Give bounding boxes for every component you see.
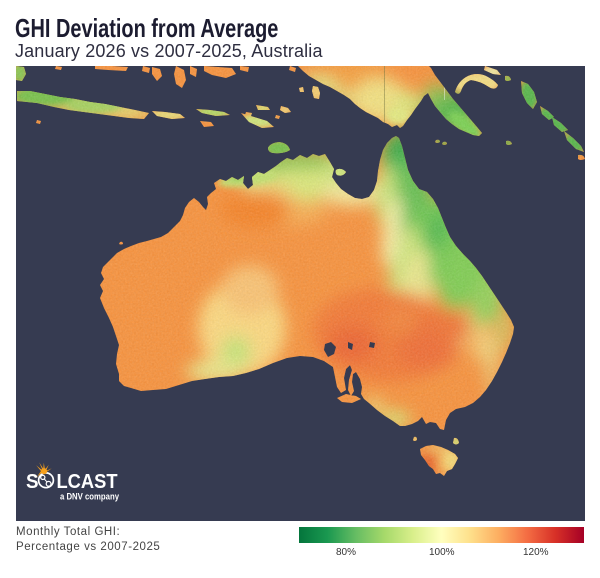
svg-text:a DNV company: a DNV company	[60, 492, 120, 503]
svg-text:LCAST: LCAST	[57, 470, 118, 493]
svg-text:S: S	[26, 470, 39, 493]
